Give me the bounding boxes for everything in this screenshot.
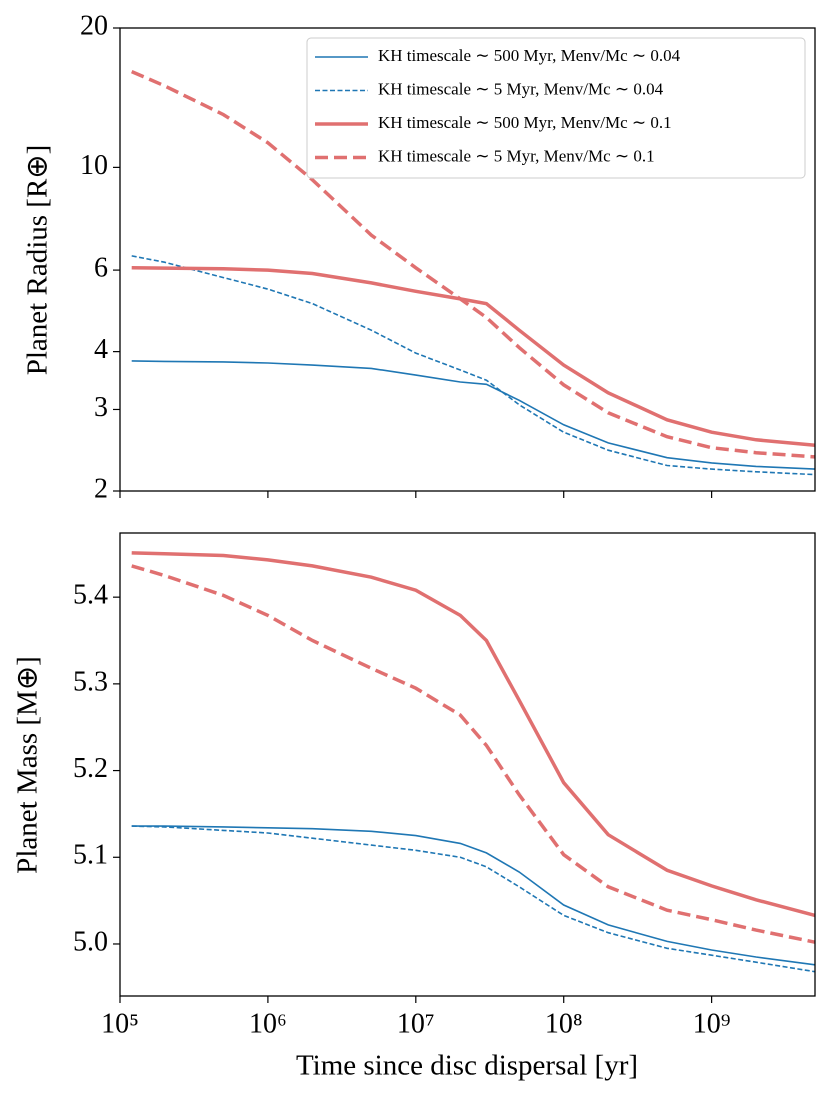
series-line [131, 266, 816, 448]
series-line [131, 564, 816, 944]
series-line [131, 255, 816, 476]
x-tick-label: 10⁹ [693, 1008, 731, 1039]
plot-frame [119, 27, 816, 492]
series-line [131, 360, 816, 470]
y-tick-label: 5.3 [73, 666, 108, 697]
legend-label: KH timescale ∼ 500 Myr, Menv/Mc ∼ 0.1 [378, 113, 672, 132]
x-tick-label: 10⁸ [545, 1008, 583, 1039]
y-tick-label: 3 [94, 392, 108, 423]
legend-label: KH timescale ∼ 5 Myr, Menv/Mc ∼ 0.04 [378, 79, 664, 98]
x-axis-label: Time since disc dispersal [yr] [296, 1050, 638, 1082]
y-tick-label: 20 [80, 10, 108, 41]
series-line [131, 825, 816, 973]
y-tick-label: 5.1 [73, 840, 108, 871]
x-tick-label: 10⁷ [397, 1008, 435, 1039]
series-line [131, 825, 816, 966]
legend-label: KH timescale ∼ 5 Myr, Menv/Mc ∼ 0.1 [378, 146, 655, 165]
y-tick-label: 5.0 [73, 926, 108, 957]
y-tick-label: 10 [80, 150, 108, 181]
plot-frame [119, 532, 816, 997]
y-tick-label: 5.4 [73, 580, 108, 611]
y-axis-label: Planet Radius [R⊕] [22, 145, 54, 376]
y-tick-label: 2 [94, 473, 108, 504]
y-axis-label: Planet Mass [M⊕] [12, 656, 44, 874]
legend-label: KH timescale ∼ 500 Myr, Menv/Mc ∼ 0.04 [378, 46, 681, 65]
y-tick-label: 4 [94, 334, 108, 365]
series-line [131, 69, 816, 459]
series-line [131, 551, 816, 918]
x-tick-label: 10⁶ [249, 1008, 287, 1039]
y-tick-label: 5.2 [73, 753, 108, 784]
y-tick-label: 6 [94, 253, 108, 284]
legend-box [306, 37, 806, 179]
x-tick-label: 10⁵ [101, 1008, 139, 1039]
